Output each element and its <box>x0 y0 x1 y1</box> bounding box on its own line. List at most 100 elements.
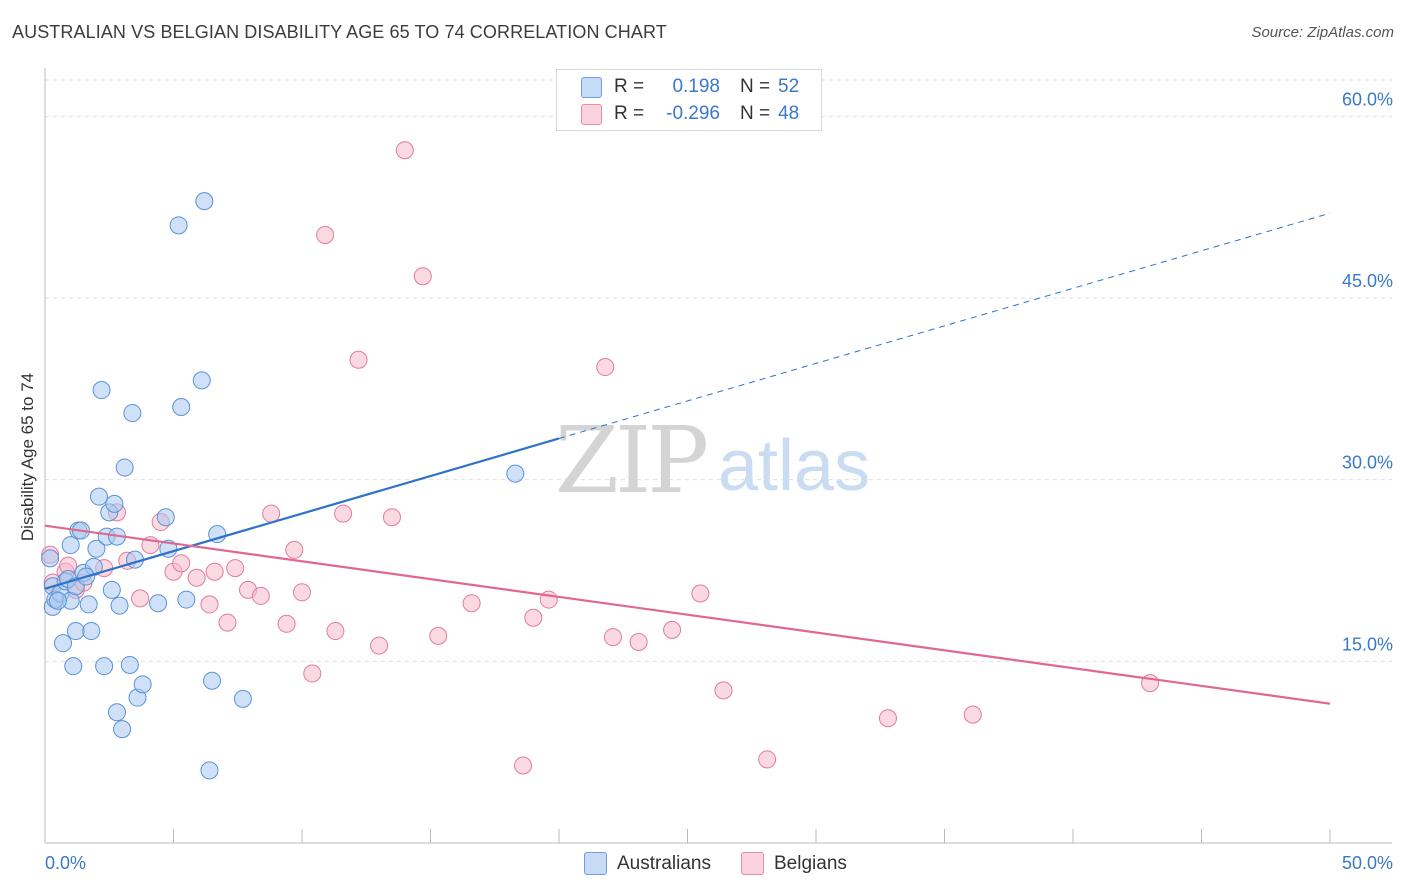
legend-item-australians: Australians <box>584 852 711 875</box>
data-point-australians <box>192 371 211 390</box>
data-point-belgians <box>382 508 401 527</box>
data-point-belgians <box>218 613 237 632</box>
data-point-australians <box>177 590 196 609</box>
watermark-zip: ZIP <box>555 407 706 514</box>
data-point-belgians <box>758 750 777 769</box>
trend-line-extension-australians <box>558 212 1331 439</box>
y-tick-label: 15.0% <box>1342 634 1393 654</box>
legend-n-label: N = <box>740 76 771 97</box>
data-point-australians <box>156 508 175 527</box>
legend-label-australians: Australians <box>617 852 711 874</box>
data-point-australians <box>172 398 191 416</box>
legend-r-value: -0.296 <box>666 103 720 124</box>
data-point-australians <box>41 549 60 568</box>
data-point-belgians <box>205 562 224 581</box>
source-note: Source: ZipAtlas.com <box>1251 24 1394 41</box>
data-point-belgians <box>629 632 648 651</box>
tick-labels: 15.0% 30.0% 45.0% 60.0% 0.0% 50.0% <box>45 89 1393 873</box>
data-point-australians <box>53 634 72 653</box>
series-belgians <box>41 141 1160 775</box>
data-point-belgians <box>334 504 353 523</box>
data-point-australians <box>105 494 124 513</box>
trend-line-australians <box>44 437 560 590</box>
legend-swatch-australians <box>584 852 607 875</box>
y-tick-label: 45.0% <box>1342 271 1393 291</box>
data-point-australians <box>169 216 188 235</box>
data-point-belgians <box>131 589 150 608</box>
data-point-australians <box>92 381 111 400</box>
data-point-belgians <box>316 226 335 245</box>
data-point-belgians <box>251 586 270 605</box>
data-point-belgians <box>413 267 432 286</box>
data-point-australians <box>61 536 80 555</box>
data-point-australians <box>95 657 114 676</box>
data-point-belgians <box>187 568 206 587</box>
data-point-belgians <box>714 681 733 700</box>
data-point-belgians <box>603 628 622 647</box>
data-point-australians <box>115 458 134 477</box>
legend-row-australians: R = 0.198 N = 52 <box>581 75 799 99</box>
data-point-belgians <box>349 350 368 369</box>
data-point-belgians <box>429 626 448 645</box>
watermark-atlas: atlas <box>718 426 870 506</box>
data-point-australians <box>208 525 227 544</box>
axes <box>44 68 1392 844</box>
data-point-belgians <box>303 664 322 683</box>
data-point-australians <box>133 675 152 694</box>
data-point-australians <box>506 464 525 483</box>
data-point-belgians <box>262 504 281 523</box>
series-legend: Australians Belgians <box>584 852 877 875</box>
trend-lines <box>44 212 1331 705</box>
legend-item-belgians: Belgians <box>741 852 847 875</box>
watermark: ZIP atlas <box>555 407 870 514</box>
data-point-belgians <box>514 756 533 775</box>
legend-swatch-belgians <box>741 852 764 875</box>
data-point-australians <box>123 404 142 423</box>
legend-r-label: R = <box>614 103 645 124</box>
data-point-australians <box>195 192 214 211</box>
data-point-belgians <box>462 594 481 613</box>
data-point-belgians <box>370 636 389 655</box>
data-point-australians <box>149 594 168 613</box>
data-point-belgians <box>172 554 191 573</box>
legend-r-value: 0.198 <box>672 76 720 97</box>
data-point-belgians <box>395 141 414 160</box>
data-point-australians <box>102 580 121 599</box>
trend-line-belgians <box>44 524 1331 705</box>
data-point-belgians <box>663 620 682 639</box>
legend-n-label: N = <box>740 103 771 124</box>
data-point-australians <box>203 671 222 690</box>
chart-title: AUSTRALIAN VS BELGIAN DISABILITY AGE 65 … <box>12 22 667 42</box>
legend-n-value: 52 <box>778 76 800 97</box>
data-point-belgians <box>277 614 296 633</box>
x-tick-label: 50.0% <box>1342 853 1393 873</box>
data-point-belgians <box>963 705 982 724</box>
grid-lines <box>45 79 1392 662</box>
legend-label-belgians: Belgians <box>774 852 847 874</box>
data-point-australians <box>113 720 132 739</box>
legend-swatch-australians <box>581 76 602 98</box>
data-point-australians <box>64 657 83 676</box>
legend-n-value: 48 <box>778 103 800 124</box>
data-point-australians <box>200 761 219 780</box>
data-point-australians <box>110 596 129 615</box>
data-point-belgians <box>226 559 245 578</box>
data-point-belgians <box>691 584 710 603</box>
y-tick-label: 30.0% <box>1342 453 1393 473</box>
data-point-australians <box>79 595 98 614</box>
data-point-australians <box>107 703 126 722</box>
data-point-australians <box>66 622 85 641</box>
data-point-australians <box>48 591 67 610</box>
data-point-belgians <box>524 608 543 627</box>
correlation-legend: R = 0.198 N = 52 R = -0.296 N = 48 <box>556 69 822 131</box>
data-point-belgians <box>878 709 897 728</box>
legend-r-label: R = <box>614 76 645 97</box>
y-tick-label: 60.0% <box>1342 89 1393 109</box>
data-point-australians <box>87 539 106 558</box>
data-point-australians <box>89 487 108 506</box>
y-axis-label: Disability Age 65 to 74 <box>18 373 37 541</box>
series-australians <box>41 192 525 780</box>
data-point-australians <box>233 689 252 708</box>
legend-swatch-belgians <box>581 103 602 125</box>
